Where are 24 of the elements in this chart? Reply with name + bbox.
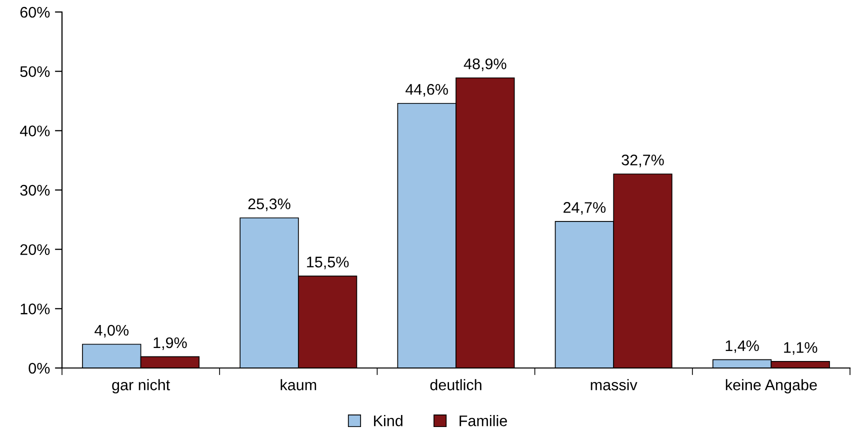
data-label: 1,9% bbox=[154, 337, 187, 350]
legend-label: Kind bbox=[374, 415, 402, 426]
y-tick-label: 0% bbox=[28, 362, 50, 374]
data-label: 24,7% bbox=[564, 202, 606, 215]
data-label: 48,9% bbox=[464, 58, 506, 72]
data-label: 1,4% bbox=[726, 340, 759, 353]
y-tick-label: 40% bbox=[20, 126, 50, 136]
y-tick-label: 60% bbox=[20, 6, 50, 18]
x-tick-label: massiv bbox=[590, 379, 638, 390]
x-tick-label: deutlich bbox=[430, 379, 482, 390]
x-tick-label: keine Angabe bbox=[726, 379, 817, 394]
data-label: 1,1% bbox=[784, 342, 818, 355]
data-label: 15,5% bbox=[307, 256, 349, 270]
x-tick-label: gar nicht bbox=[112, 379, 170, 394]
data-label: 4,0% bbox=[94, 324, 129, 338]
data-label: 44,6% bbox=[406, 84, 448, 97]
y-tick-label: 10% bbox=[20, 304, 50, 314]
y-tick-label: 20% bbox=[20, 244, 50, 256]
legend-label: Familie bbox=[460, 415, 507, 426]
data-label: 32,7% bbox=[622, 154, 664, 168]
data-label: 25,3% bbox=[248, 198, 290, 212]
y-tick-label: 30% bbox=[20, 184, 50, 196]
y-tick-label: 50% bbox=[20, 66, 50, 78]
x-tick-label: kaum bbox=[280, 379, 316, 390]
